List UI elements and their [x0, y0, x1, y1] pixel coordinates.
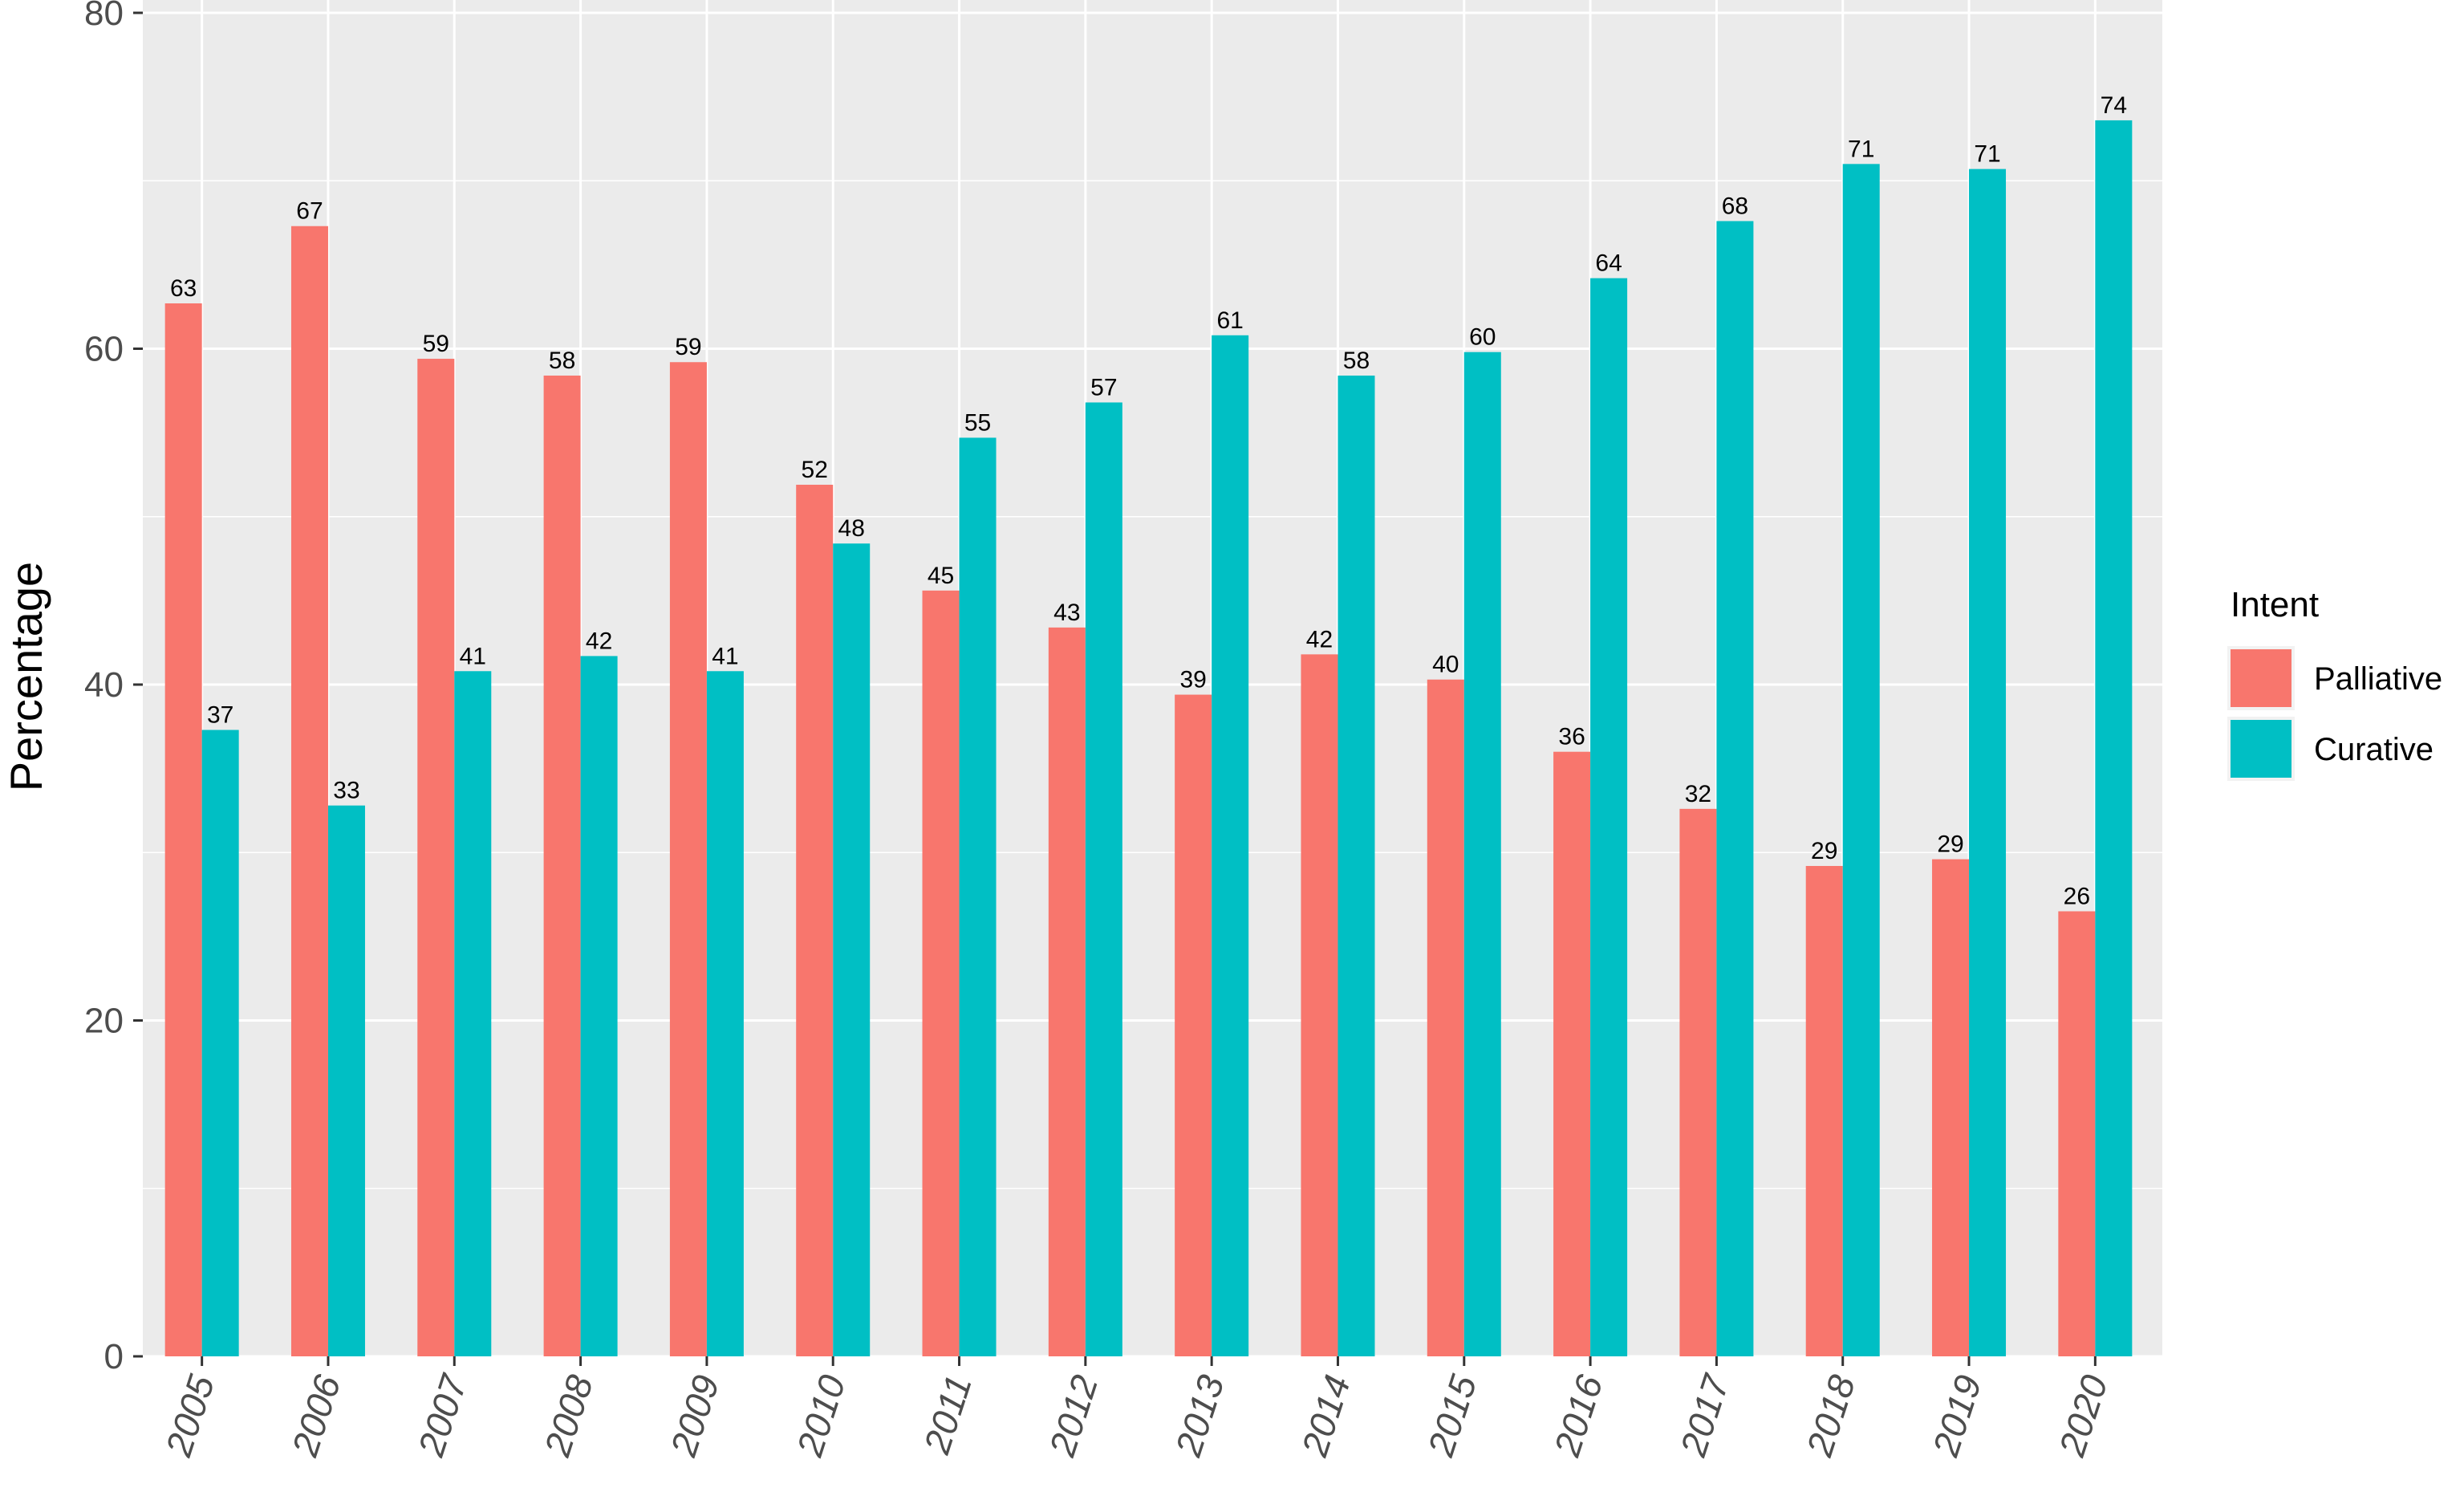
value-label-palliative-2007: 59	[423, 331, 449, 357]
x-tick-label-2012: 2012	[1041, 1370, 1106, 1461]
bar-curative-2013	[1212, 335, 1249, 1356]
bar-palliative-2016	[1553, 751, 1591, 1356]
bar-curative-2020	[2095, 120, 2133, 1356]
y-axis: 0 20 40 60 80	[84, 0, 143, 1376]
value-label-curative-2019: 71	[1974, 141, 2000, 168]
value-label-palliative-2013: 39	[1179, 667, 1206, 693]
value-label-curative-2014: 58	[1343, 348, 1370, 374]
legend-label-palliative: Palliative	[2314, 661, 2442, 697]
bar-palliative-2008	[543, 375, 581, 1357]
value-label-curative-2020: 74	[2101, 92, 2127, 119]
bar-palliative-2007	[417, 359, 455, 1357]
x-tick-label-2017: 2017	[1672, 1369, 1738, 1462]
value-label-palliative-2016: 36	[1558, 724, 1585, 750]
legend-swatch-palliative	[2231, 649, 2291, 707]
value-label-palliative-2014: 42	[1306, 626, 1333, 652]
value-label-palliative-2008: 58	[549, 348, 575, 374]
bar-palliative-2006	[290, 226, 328, 1356]
value-label-palliative-2015: 40	[1432, 652, 1459, 678]
bar-palliative-2009	[669, 362, 707, 1356]
value-label-curative-2013: 61	[1216, 307, 1243, 334]
bar-palliative-2012	[1048, 627, 1086, 1356]
bar-palliative-2010	[796, 484, 834, 1357]
bar-curative-2014	[1338, 375, 1375, 1357]
value-label-palliative-2017: 32	[1685, 781, 1711, 807]
legend-title: Intent	[2231, 585, 2319, 624]
y-tick-label: 20	[84, 1002, 124, 1041]
value-label-palliative-2005: 63	[170, 275, 197, 302]
x-tick-label-2019: 2019	[1924, 1370, 1989, 1461]
y-tick-label: 40	[84, 665, 124, 705]
bar-curative-2011	[959, 437, 997, 1356]
value-label-palliative-2012: 43	[1053, 600, 1080, 626]
bar-curative-2017	[1716, 221, 1754, 1357]
legend-label-curative: Curative	[2314, 732, 2434, 767]
value-label-palliative-2019: 29	[1937, 831, 1963, 858]
y-tick-label: 0	[104, 1337, 124, 1376]
x-axis: 2005 2006 2007 2008 2009 2010 2011 2012 2013 2014…	[157, 1356, 2116, 1461]
value-label-curative-2017: 68	[1722, 193, 1748, 219]
x-tick-label-2014: 2014	[1293, 1370, 1358, 1461]
bar-palliative-2020	[2058, 911, 2096, 1356]
value-label-palliative-2006: 67	[296, 198, 323, 225]
bar-palliative-2019	[1932, 859, 1970, 1356]
x-tick-label-2016: 2016	[1545, 1370, 1611, 1462]
x-tick-label-2005: 2005	[157, 1370, 223, 1462]
x-tick-label-2011: 2011	[915, 1370, 980, 1459]
value-label-palliative-2018: 29	[1811, 838, 1837, 864]
bar-curative-2006	[327, 805, 365, 1356]
value-label-palliative-2010: 52	[802, 457, 828, 483]
bar-curative-2015	[1463, 352, 1501, 1356]
value-label-palliative-2020: 26	[2064, 883, 2090, 909]
bar-curative-2016	[1590, 278, 1628, 1356]
x-tick-label-2007: 2007	[409, 1369, 475, 1462]
y-axis-title: Percentage	[1, 562, 51, 791]
legend: Intent Palliative Curative	[2227, 585, 2442, 781]
x-tick-label-2009: 2009	[662, 1370, 727, 1461]
bar-palliative-2018	[1805, 865, 1843, 1356]
value-label-curative-2006: 33	[333, 778, 359, 804]
bar-curative-2018	[1842, 164, 1880, 1357]
bar-curative-2010	[833, 543, 871, 1356]
y-tick-label: 80	[84, 0, 124, 33]
bar-curative-2019	[1969, 169, 2007, 1356]
x-tick-label-2018: 2018	[1798, 1370, 1864, 1462]
bar-curative-2005	[201, 730, 239, 1356]
x-tick-label-2015: 2015	[1419, 1370, 1485, 1462]
value-label-curative-2005: 37	[207, 701, 233, 728]
bar-curative-2008	[580, 656, 618, 1356]
value-label-curative-2010: 48	[838, 515, 865, 542]
x-tick-label-2020: 2020	[2050, 1370, 2116, 1462]
value-label-curative-2015: 60	[1469, 324, 1496, 351]
x-tick-label-2010: 2010	[788, 1370, 854, 1462]
legend-entries: Palliative Curative	[2227, 646, 2442, 781]
bar-palliative-2015	[1427, 679, 1464, 1356]
x-tick-label-2013: 2013	[1167, 1370, 1232, 1462]
value-label-palliative-2009: 59	[675, 334, 701, 360]
value-label-curative-2016: 64	[1595, 250, 1622, 277]
value-label-curative-2018: 71	[1848, 136, 1874, 162]
bars	[164, 120, 2133, 1357]
y-tick-label: 60	[84, 330, 124, 369]
value-labels: 63 37 67 33 59 41 58 42 59 41 52 48 45 55 43 57 39 61 42 58…	[170, 92, 2127, 910]
value-label-curative-2008: 42	[586, 628, 612, 654]
x-tick-label-2008: 2008	[536, 1370, 602, 1462]
x-tick-label-2006: 2006	[283, 1370, 349, 1462]
value-label-curative-2012: 57	[1090, 374, 1117, 400]
value-label-curative-2009: 41	[712, 643, 738, 669]
bar-curative-2007	[454, 671, 492, 1356]
value-label-palliative-2011: 45	[928, 563, 954, 589]
bar-palliative-2013	[1175, 694, 1212, 1356]
bar-palliative-2017	[1679, 808, 1717, 1356]
legend-swatch-curative	[2231, 720, 2291, 778]
value-label-curative-2007: 41	[460, 643, 486, 669]
bar-palliative-2005	[164, 303, 202, 1357]
bar-curative-2009	[706, 671, 744, 1356]
bar-curative-2012	[1085, 402, 1122, 1357]
value-label-curative-2011: 55	[964, 409, 991, 436]
bar-palliative-2011	[922, 590, 960, 1356]
bar-palliative-2014	[1301, 654, 1338, 1356]
